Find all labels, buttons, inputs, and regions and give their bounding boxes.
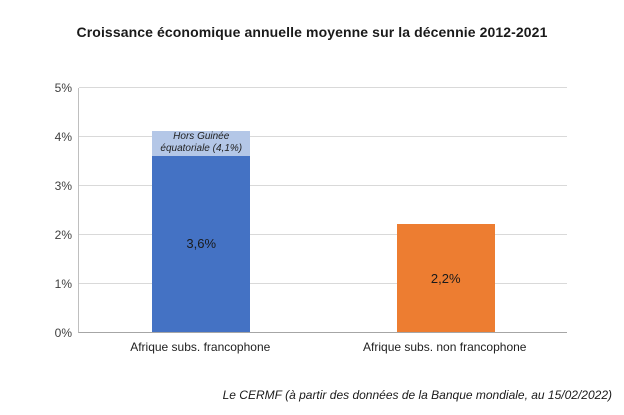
gridline <box>79 136 567 137</box>
x-axis-label: Afrique subs. francophone <box>130 340 271 354</box>
gridline <box>79 283 567 284</box>
gridline <box>79 234 567 235</box>
y-tick-label: 1% <box>54 277 72 291</box>
x-axis-label: Afrique subs. non francophone <box>363 340 527 354</box>
bar-value-label: 2,2% <box>430 270 461 286</box>
bar-francophone: 3,6% <box>152 155 251 332</box>
x-axis: Afrique subs. francophone Afrique subs. n… <box>78 340 567 358</box>
y-tick-label: 0% <box>54 326 72 340</box>
chart-title: Croissance économique annuelle moyenne s… <box>76 24 548 40</box>
y-tick-label: 5% <box>54 81 72 95</box>
y-tick-label: 4% <box>54 130 72 144</box>
bar-non-francophone: 2,2% <box>396 224 495 332</box>
y-tick-label: 3% <box>54 179 72 193</box>
bar-value-label: 3,6% <box>186 236 217 252</box>
gridline <box>79 87 567 88</box>
plot-area: 3,6% 2,2% Hors Guinée équatoriale (4,1%) <box>78 87 567 333</box>
y-tick-label: 2% <box>54 228 72 242</box>
y-axis: 0% 1% 2% 3% 4% 5% <box>0 81 72 340</box>
annotation-label: Hors Guinée équatoriale (4,1%) <box>160 131 243 155</box>
source-note: Le CERMF (à partir des données de la Ban… <box>222 388 612 402</box>
annotation-segment: Hors Guinée équatoriale (4,1%) <box>152 131 251 156</box>
gridline <box>79 185 567 186</box>
